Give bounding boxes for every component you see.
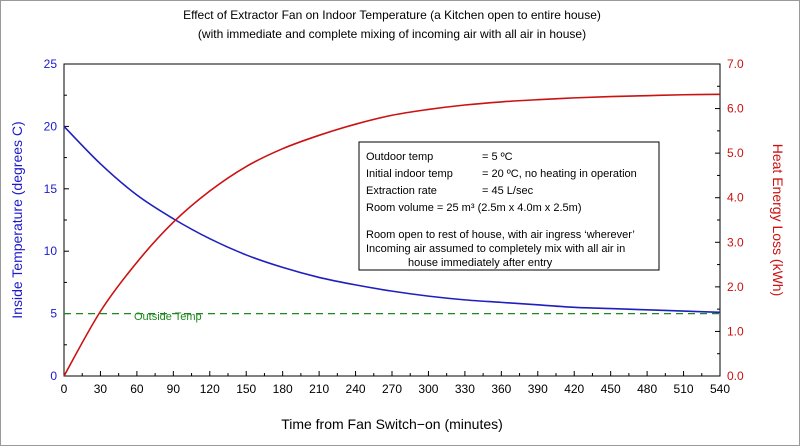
y-right-tick-label: 7.0 <box>727 57 744 71</box>
y-left-tick-label: 0 <box>50 369 57 383</box>
x-tick-label: 510 <box>674 382 694 396</box>
x-tick-label: 540 <box>710 382 730 396</box>
x-tick-label: 300 <box>418 382 438 396</box>
y-left-tick-label: 20 <box>44 119 58 133</box>
x-tick-label: 480 <box>637 382 657 396</box>
y-axis-right: 0.0 1.0 2.0 3.0 4.0 5.0 6.0 7.0 <box>715 57 744 383</box>
y-axis-left: 0 5 10 15 20 25 <box>44 57 69 383</box>
annotation-extraction-label: Extraction rate <box>366 185 437 197</box>
annotation-outdoor-value: = 5 ºC <box>482 151 513 163</box>
x-tick-label: 150 <box>236 382 256 396</box>
annotation-box: Outdoor temp = 5 ºC Initial indoor temp … <box>358 141 660 271</box>
annotation-note-1: Room open to rest of house, with air ing… <box>366 229 635 241</box>
x-tick-label: 420 <box>564 382 584 396</box>
x-tick-label: 450 <box>601 382 621 396</box>
x-tick-label: 270 <box>382 382 402 396</box>
annotation-volume: Room volume = 25 m³ (2.5m x 4.0m x 2.5m) <box>366 202 581 214</box>
y-right-tick-label: 4.0 <box>727 191 744 205</box>
outside-temp-label: Outside Temp <box>134 311 202 323</box>
x-tick-label: 210 <box>309 382 329 396</box>
y-right-tick-label: 1.0 <box>727 324 744 338</box>
annotation-note-3: house immediately after entry <box>408 257 553 269</box>
y-left-tick-label: 10 <box>44 244 58 258</box>
x-axis: 0 30 60 90 120 150 180 210 240 270 300 330 360 390 420… <box>61 371 730 396</box>
x-tick-label: 330 <box>455 382 475 396</box>
x-tick-label: 90 <box>167 382 181 396</box>
x-tick-label: 360 <box>491 382 511 396</box>
y-right-tick-label: 6.0 <box>727 102 744 116</box>
x-axis-label: Time from Fan Switch−on (minutes) <box>281 416 503 432</box>
x-tick-label: 390 <box>528 382 548 396</box>
energy-series-line <box>63 93 721 377</box>
y-right-tick-label: 0.0 <box>727 369 744 383</box>
x-tick-label: 60 <box>130 382 144 396</box>
annotation-note-2: Incoming air assumed to completely mix w… <box>366 243 625 255</box>
series-layer <box>63 93 721 377</box>
y-left-tick-label: 25 <box>44 57 58 71</box>
y-axis-right-label: Heat Energy Loss (kWh) <box>770 144 786 297</box>
y-right-tick-label: 5.0 <box>727 146 744 160</box>
chart-subtitle: (with immediate and complete mixing of i… <box>198 27 586 41</box>
y-right-tick-label: 3.0 <box>727 235 744 249</box>
annotation-box-border <box>358 141 660 271</box>
annotation-indoor-label: Initial indoor temp <box>366 168 453 180</box>
y-axis-left-label: Inside Temperature (degrees C) <box>9 121 25 318</box>
chart-title: Effect of Extractor Fan on Indoor Temper… <box>183 8 601 22</box>
x-tick-label: 0 <box>61 382 68 396</box>
x-tick-label: 120 <box>200 382 220 396</box>
y-left-tick-label: 5 <box>50 307 57 321</box>
annotation-extraction-value: = 45 L/sec <box>482 185 534 197</box>
x-tick-label: 180 <box>273 382 293 396</box>
temperature-series-line <box>63 125 721 314</box>
annotation-indoor-value: = 20 ºC, no heating in operation <box>482 168 637 180</box>
y-right-tick-label: 2.0 <box>727 280 744 294</box>
y-left-tick-label: 15 <box>44 182 58 196</box>
x-tick-label: 240 <box>346 382 366 396</box>
x-tick-label: 30 <box>94 382 108 396</box>
annotation-outdoor-label: Outdoor temp <box>366 151 433 163</box>
